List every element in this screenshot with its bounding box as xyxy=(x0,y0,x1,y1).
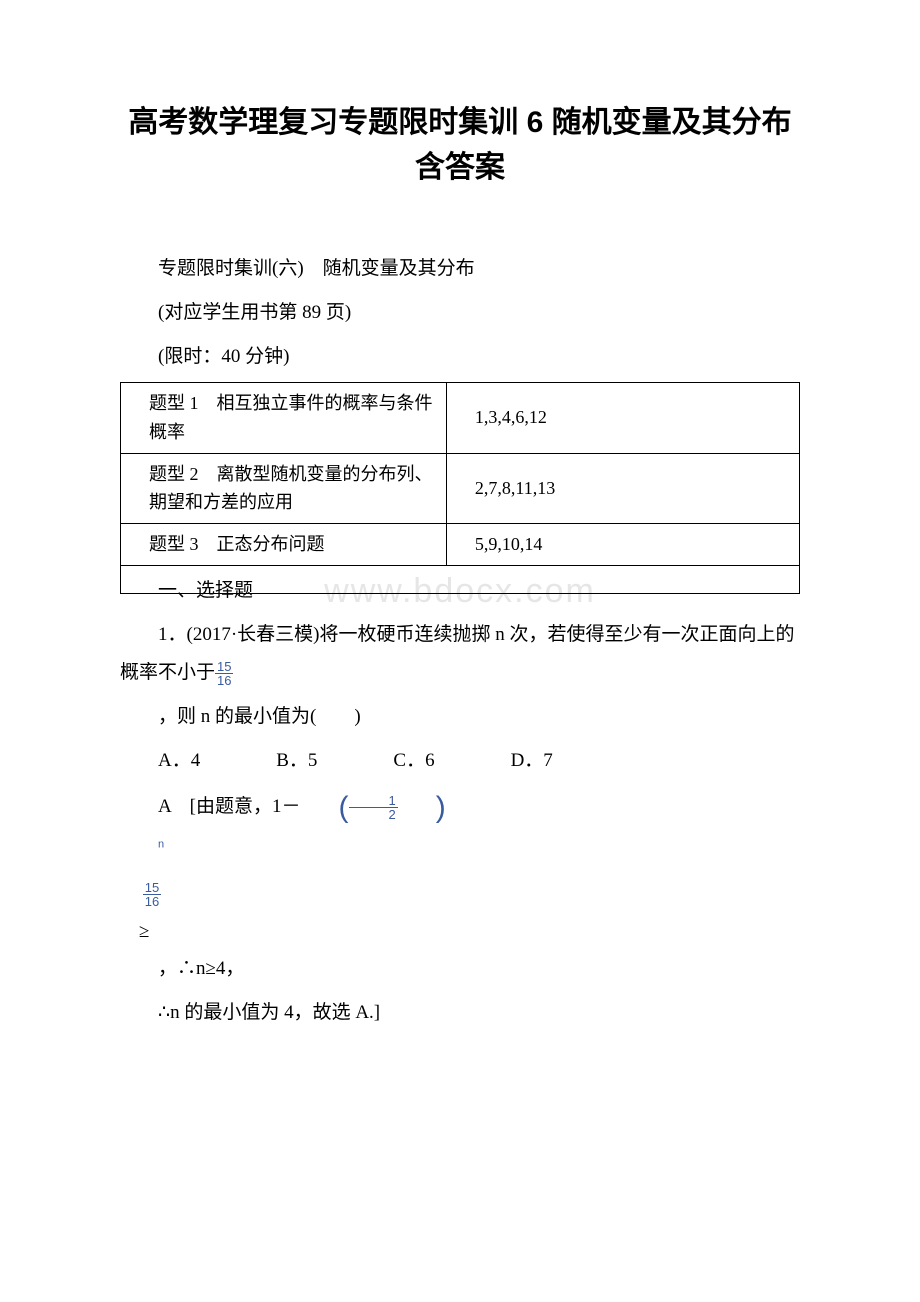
section-heading: 一、选择题 xyxy=(120,572,800,610)
paren-fraction-half: ( 1 2 ) xyxy=(301,793,446,823)
fraction-denominator: 2 xyxy=(349,808,398,821)
fraction-15-16: 15 16 xyxy=(143,881,161,908)
topic-label: 题型 2 离散型随机变量的分布列、期望和方差的应用 xyxy=(121,453,447,524)
topic-numbers: 1,3,4,6,12 xyxy=(446,383,799,454)
question-stem-post: ，则 n 的最小值为( ) xyxy=(120,698,800,736)
table-row: 题型 2 离散型随机变量的分布列、期望和方差的应用 2,7,8,11,13 xyxy=(121,453,800,524)
topic-numbers: 5,9,10,14 xyxy=(446,524,799,566)
solution-line-2: ，∴n≥4， xyxy=(120,950,800,988)
topic-numbers: 2,7,8,11,13 xyxy=(446,453,799,524)
question-stem: 1．(2017·长春三模)将一枚硬币连续抛掷 n 次，若使得至少有一次正面向上的… xyxy=(120,616,800,692)
page-title: 高考数学理复习专题限时集训 6 随机变量及其分布含答案 xyxy=(120,100,800,190)
fraction-numerator: 1 xyxy=(349,794,398,808)
fraction-15-16: 15 16 xyxy=(215,660,233,687)
topic-label: 题型 3 正态分布问题 xyxy=(121,524,447,566)
table-row: 题型 1 相互独立事件的概率与条件概率 1,3,4,6,12 xyxy=(121,383,800,454)
page-reference: (对应学生用书第 89 页) xyxy=(120,294,800,332)
exponent-n: n xyxy=(158,838,164,850)
solution-prefix: A [由题意，1－ xyxy=(158,796,301,817)
topic-label: 题型 1 相互独立事件的概率与条件概率 xyxy=(121,383,447,454)
fraction-numerator: 15 xyxy=(143,881,161,895)
fraction-denominator: 16 xyxy=(215,674,233,687)
time-limit: (限时：40 分钟) xyxy=(120,338,800,376)
solution-exponent-block: n xyxy=(158,832,800,868)
fraction-numerator: 15 xyxy=(215,660,233,674)
fraction-denominator: 16 xyxy=(143,895,161,908)
geq-symbol: ≥ xyxy=(139,914,800,950)
table-row: 题型 3 正态分布问题 5,9,10,14 xyxy=(121,524,800,566)
topic-table: 题型 1 相互独立事件的概率与条件概率 1,3,4,6,12 题型 2 离散型随… xyxy=(120,382,800,594)
subtitle: 专题限时集训(六) 随机变量及其分布 xyxy=(120,250,800,288)
solution-geq-fraction: 15 16 xyxy=(143,876,800,912)
solution-prefix-line: A [由题意，1－( 1 2 ) xyxy=(120,786,800,828)
question-options: A．4 B．5 C．6 D．7 xyxy=(120,742,800,780)
solution-line-3: ∴n 的最小值为 4，故选 A.] xyxy=(120,994,800,1032)
